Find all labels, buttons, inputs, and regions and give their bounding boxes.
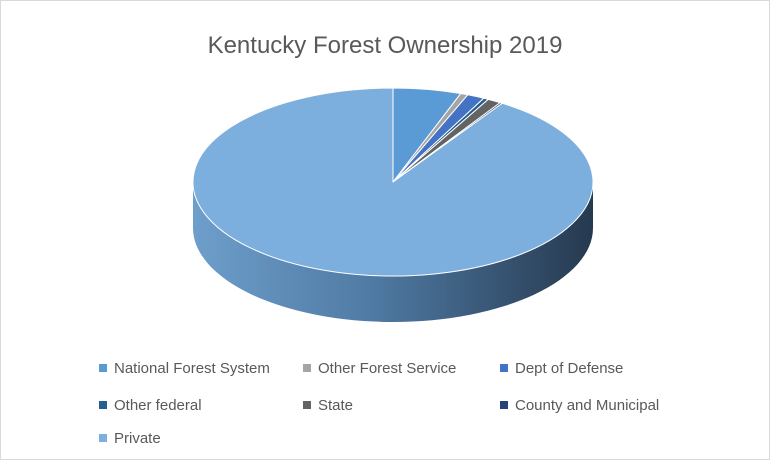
legend-key <box>99 364 107 373</box>
pie-chart <box>192 87 594 322</box>
legend-key <box>500 401 508 410</box>
legend-item-national-forest-system: National Forest System <box>99 360 270 377</box>
legend-key <box>99 401 107 410</box>
chart-title: Kentucky Forest Ownership 2019 <box>207 32 563 59</box>
legend-item-private: Private <box>99 430 161 447</box>
legend-label: Other federal <box>114 397 202 414</box>
legend-label: Dept of Defense <box>515 360 624 377</box>
legend-item-state: State <box>303 397 353 414</box>
legend-label: National Forest System <box>114 360 270 377</box>
legend-item-dept-of-defense: Dept of Defense <box>500 360 623 377</box>
legend-item-other-federal: Other federal <box>99 397 202 414</box>
pie-slice-private <box>192 87 594 277</box>
legend-item-county-and-municipal: County and Municipal <box>500 397 659 414</box>
legend-label: County and Municipal <box>515 397 660 414</box>
legend-key <box>303 401 311 410</box>
legend-key <box>303 364 311 373</box>
legend-label: State <box>318 397 354 414</box>
legend-key <box>500 364 508 373</box>
legend-label: Other Forest Service <box>318 360 457 377</box>
legend-key <box>99 434 107 443</box>
pie-side-wall <box>193 182 593 322</box>
legend-label: Private <box>114 430 161 447</box>
legend-item-other-forest-service: Other Forest Service <box>303 360 456 377</box>
